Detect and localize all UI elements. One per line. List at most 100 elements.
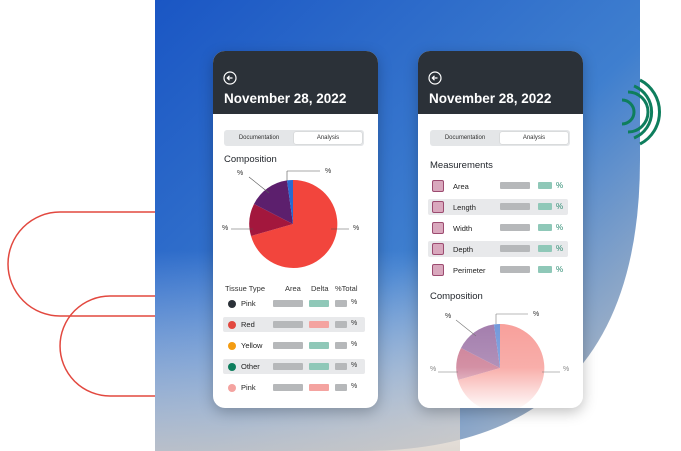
section-title-composition: Composition: [430, 291, 483, 302]
tab-analysis[interactable]: Analysis: [500, 132, 568, 144]
measurement-name: Length: [453, 203, 476, 212]
measurement-pct: %: [556, 223, 564, 232]
delta-bar: [309, 384, 329, 391]
measurement-name: Perimeter: [453, 266, 486, 275]
total-bar: [335, 321, 347, 328]
arrow-left-circle-icon[interactable]: [223, 71, 237, 85]
total-bar: [335, 363, 347, 370]
measurement-pct: %: [556, 265, 564, 274]
section-title-composition: Composition: [224, 154, 277, 165]
area-icon: [432, 180, 444, 192]
value-bar: [500, 203, 530, 210]
pie-label: %: [563, 366, 570, 373]
col-header-tissue-type: Tissue Type: [225, 284, 266, 293]
width-icon: [432, 222, 444, 234]
page-title: November 28, 2022: [429, 91, 552, 106]
tissue-name: Red: [241, 320, 255, 329]
total-pct: %: [351, 362, 358, 369]
measurement-name: Area: [453, 182, 469, 191]
measurement-pct: %: [556, 244, 564, 253]
pie-slice-maroon: [249, 204, 293, 236]
total-pct: %: [351, 320, 358, 327]
measurement-row-depth[interactable]: Depth %: [428, 241, 568, 257]
tab-analysis[interactable]: Analysis: [294, 132, 362, 144]
page-title: November 28, 2022: [224, 91, 347, 106]
value-bar: [500, 224, 530, 231]
color-dot: [228, 383, 236, 392]
tissue-name: Pink: [241, 383, 256, 392]
pie-label: %: [222, 225, 229, 232]
measurement-row-area[interactable]: Area %: [428, 178, 568, 194]
area-bar: [273, 300, 303, 307]
pie-slice-blue: [287, 179, 293, 224]
col-header-area: Area: [285, 284, 301, 293]
pie-label: %: [325, 168, 332, 175]
segmented-control: Documentation Analysis: [224, 130, 364, 146]
color-dot: [228, 362, 236, 371]
value-bar: [500, 266, 530, 273]
measurement-row-perimeter[interactable]: Perimeter %: [428, 262, 568, 278]
measurement-pct: %: [556, 181, 564, 190]
table-row[interactable]: Yellow %: [223, 338, 365, 353]
delta-bar: [538, 266, 552, 273]
measurement-name: Depth: [453, 245, 474, 254]
color-dot: [228, 299, 236, 308]
area-bar: [273, 342, 303, 349]
total-bar: [335, 300, 347, 307]
phone-header: November 28, 2022: [418, 51, 583, 114]
pie-label: %: [237, 170, 244, 177]
pie-slice-purple: [254, 180, 293, 224]
delta-bar: [538, 182, 552, 189]
measurement-row-width[interactable]: Width %: [428, 220, 568, 236]
section-title-measurements: Measurements: [430, 160, 493, 171]
col-header-delta: Delta: [311, 284, 329, 293]
arrow-left-circle-icon[interactable]: [428, 71, 442, 85]
tab-documentation[interactable]: Documentation: [238, 135, 280, 141]
perimeter-icon: [432, 264, 444, 276]
color-dot: [228, 341, 236, 350]
measurement-name: Width: [453, 224, 473, 233]
right-phone: November 28, 2022 Documentation Analysis…: [418, 51, 583, 408]
tissue-name: Pink: [241, 299, 256, 308]
pie-label: %: [533, 311, 540, 318]
table-row[interactable]: Other %: [223, 359, 365, 374]
tissue-name: Other: [241, 362, 260, 371]
table-row[interactable]: Pink %: [223, 380, 365, 395]
segmented-control: Documentation Analysis: [430, 130, 570, 146]
value-bar: [500, 245, 530, 252]
pie-label: %: [445, 313, 452, 320]
area-bar: [273, 321, 303, 328]
area-bar: [273, 363, 303, 370]
total-bar: [335, 384, 347, 391]
col-header-total: %Total: [335, 284, 358, 293]
color-dot: [228, 320, 236, 329]
total-pct: %: [351, 341, 358, 348]
delta-bar: [309, 363, 329, 370]
composition-pie-chart: [231, 170, 349, 268]
delta-bar: [538, 224, 552, 231]
delta-bar: [538, 245, 552, 252]
tissue-name: Yellow: [241, 341, 263, 350]
measurement-row-length[interactable]: Length %: [428, 199, 568, 215]
signal-arcs-icon: [621, 78, 662, 146]
total-pct: %: [351, 299, 358, 306]
delta-bar: [309, 321, 329, 328]
delta-bar: [309, 342, 329, 349]
phone-header: November 28, 2022: [213, 51, 378, 114]
left-phone: November 28, 2022 Documentation Analysis…: [213, 51, 378, 408]
pie-label: %: [353, 225, 360, 232]
length-icon: [432, 201, 444, 213]
value-bar: [500, 182, 530, 189]
area-bar: [273, 384, 303, 391]
table-row[interactable]: Pink %: [223, 296, 365, 311]
total-pct: %: [351, 383, 358, 390]
pie-label: %: [430, 366, 437, 373]
composition-pie-chart-faded: [418, 306, 583, 408]
measurement-pct: %: [556, 202, 564, 211]
depth-icon: [432, 243, 444, 255]
table-row[interactable]: Red %: [223, 317, 365, 332]
delta-bar: [538, 203, 552, 210]
tab-documentation[interactable]: Documentation: [444, 135, 486, 141]
delta-bar: [309, 300, 329, 307]
pie-slice-red: [251, 179, 338, 268]
